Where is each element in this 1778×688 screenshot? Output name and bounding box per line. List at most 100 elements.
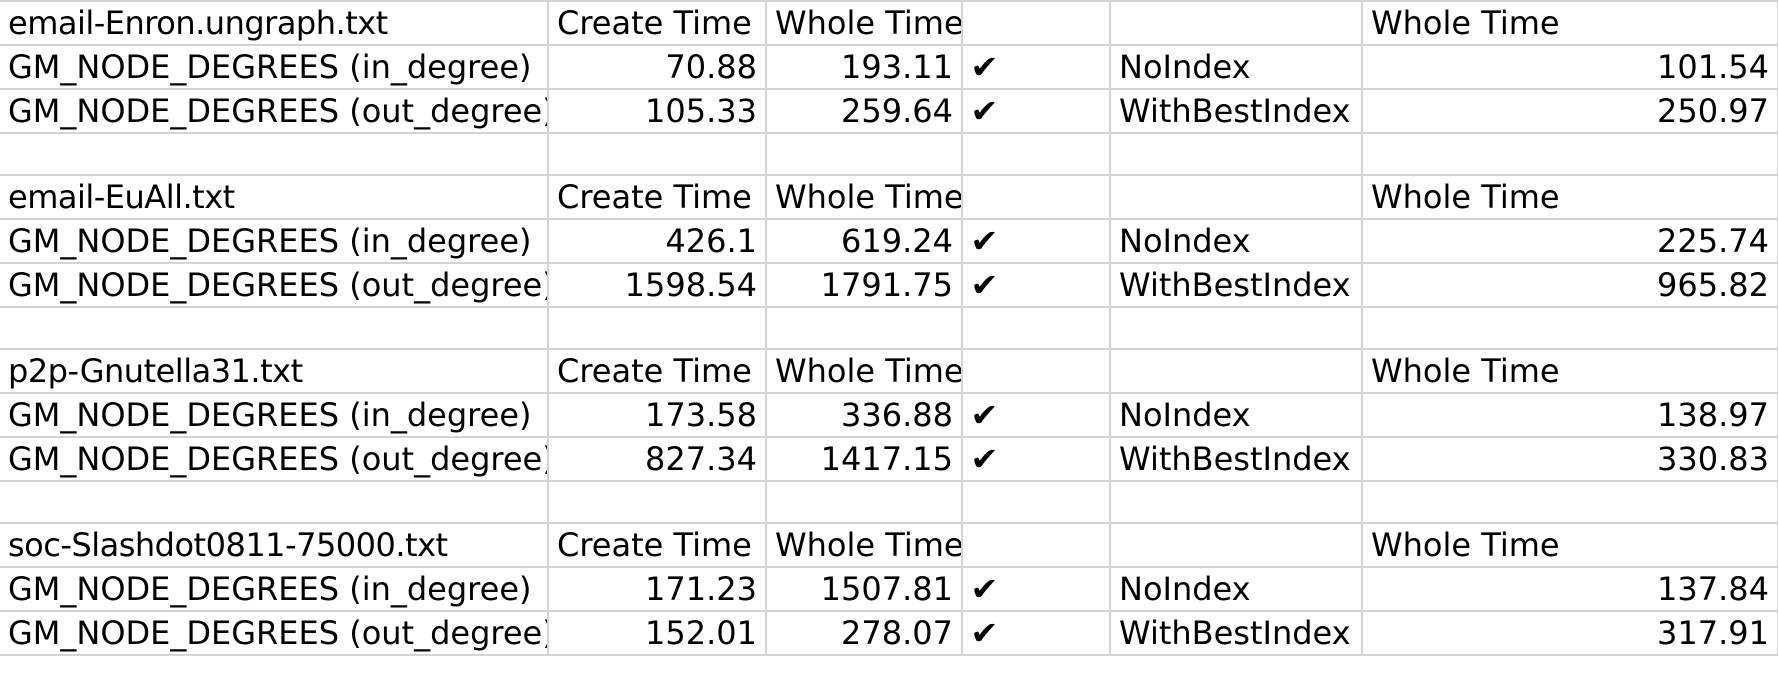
empty-cell[interactable] bbox=[961, 348, 1111, 394]
whole-time-2-cell[interactable]: 138.97 bbox=[1361, 392, 1778, 438]
empty-cell[interactable] bbox=[0, 132, 549, 176]
whole-time-header-cell[interactable]: Whole Time bbox=[765, 0, 963, 46]
whole-time-2-cell[interactable]: 225.74 bbox=[1361, 218, 1778, 264]
result-row: GM_NODE_DEGREES (out_degree) 1598.54 1791.… bbox=[0, 262, 1778, 308]
create-time-header-cell[interactable]: Create Time bbox=[547, 348, 767, 394]
empty-cell[interactable] bbox=[765, 480, 963, 524]
whole-time-cell[interactable]: 1417.15 bbox=[765, 436, 963, 482]
empty-cell[interactable] bbox=[547, 306, 767, 350]
index-mode-cell[interactable]: WithBestIndex bbox=[1109, 262, 1363, 308]
whole-time-cell[interactable]: 336.88 bbox=[765, 392, 963, 438]
whole-time-header-cell[interactable]: Whole Time bbox=[765, 174, 963, 220]
create-time-header-cell[interactable]: Create Time bbox=[547, 522, 767, 568]
operation-cell[interactable]: GM_NODE_DEGREES (out_degree) bbox=[0, 262, 549, 308]
empty-cell[interactable] bbox=[1109, 0, 1363, 46]
empty-cell[interactable] bbox=[547, 480, 767, 524]
empty-cell[interactable] bbox=[1109, 480, 1363, 524]
whole-time-cell[interactable]: 1791.75 bbox=[765, 262, 963, 308]
whole-time-2-cell[interactable]: 317.91 bbox=[1361, 610, 1778, 656]
whole-time-header-cell[interactable]: Whole Time bbox=[1361, 522, 1778, 568]
whole-time-cell[interactable]: 278.07 bbox=[765, 610, 963, 656]
check-mark-icon: ✔ bbox=[970, 440, 999, 478]
whole-time-cell[interactable]: 259.64 bbox=[765, 88, 963, 134]
check-cell[interactable]: ✔ bbox=[961, 262, 1111, 308]
empty-cell[interactable] bbox=[547, 132, 767, 176]
empty-cell[interactable] bbox=[0, 306, 549, 350]
dataset-filename-cell[interactable]: email-Enron.ungraph.txt bbox=[0, 0, 549, 46]
empty-cell[interactable] bbox=[961, 480, 1111, 524]
empty-cell[interactable] bbox=[765, 306, 963, 350]
dataset-filename-cell[interactable]: email-EuAll.txt bbox=[0, 174, 549, 220]
empty-cell[interactable] bbox=[961, 0, 1111, 46]
dataset-header-row: p2p-Gnutella31.txt Create Time Whole Time W… bbox=[0, 348, 1778, 394]
whole-time-header-cell[interactable]: Whole Time bbox=[1361, 348, 1778, 394]
check-cell[interactable]: ✔ bbox=[961, 566, 1111, 612]
create-time-cell[interactable]: 105.33 bbox=[547, 88, 767, 134]
result-row: GM_NODE_DEGREES (in_degree) 70.88 193.11 ✔ N… bbox=[0, 44, 1778, 90]
empty-cell[interactable] bbox=[961, 132, 1111, 176]
whole-time-2-cell[interactable]: 965.82 bbox=[1361, 262, 1778, 308]
operation-cell[interactable]: GM_NODE_DEGREES (in_degree) bbox=[0, 44, 549, 90]
dataset-filename-cell[interactable]: p2p-Gnutella31.txt bbox=[0, 348, 549, 394]
empty-cell[interactable] bbox=[1109, 132, 1363, 176]
operation-cell[interactable]: GM_NODE_DEGREES (in_degree) bbox=[0, 218, 549, 264]
whole-time-2-cell[interactable]: 250.97 bbox=[1361, 88, 1778, 134]
whole-time-2-cell[interactable]: 101.54 bbox=[1361, 44, 1778, 90]
index-mode-cell[interactable]: NoIndex bbox=[1109, 218, 1363, 264]
index-mode-cell[interactable]: NoIndex bbox=[1109, 44, 1363, 90]
create-time-cell[interactable]: 70.88 bbox=[547, 44, 767, 90]
index-mode-cell[interactable]: WithBestIndex bbox=[1109, 88, 1363, 134]
index-mode-cell[interactable]: NoIndex bbox=[1109, 566, 1363, 612]
check-cell[interactable]: ✔ bbox=[961, 436, 1111, 482]
empty-cell[interactable] bbox=[961, 522, 1111, 568]
create-time-cell[interactable]: 1598.54 bbox=[547, 262, 767, 308]
operation-cell[interactable]: GM_NODE_DEGREES (out_degree) bbox=[0, 88, 549, 134]
empty-cell[interactable] bbox=[1361, 306, 1778, 350]
empty-cell[interactable] bbox=[961, 174, 1111, 220]
operation-cell[interactable]: GM_NODE_DEGREES (out_degree) bbox=[0, 610, 549, 656]
check-cell[interactable]: ✔ bbox=[961, 392, 1111, 438]
index-mode-cell[interactable]: WithBestIndex bbox=[1109, 610, 1363, 656]
empty-cell[interactable] bbox=[961, 306, 1111, 350]
create-time-cell[interactable]: 173.58 bbox=[547, 392, 767, 438]
whole-time-header-cell[interactable]: Whole Time bbox=[1361, 0, 1778, 46]
empty-cell[interactable] bbox=[1109, 348, 1363, 394]
dataset-filename-cell[interactable]: soc-Slashdot0811-75000.txt bbox=[0, 522, 549, 568]
empty-cell[interactable] bbox=[765, 132, 963, 176]
result-row: GM_NODE_DEGREES (in_degree) 173.58 336.88 ✔… bbox=[0, 392, 1778, 438]
whole-time-header-cell[interactable]: Whole Time bbox=[765, 522, 963, 568]
check-cell[interactable]: ✔ bbox=[961, 610, 1111, 656]
results-table: email-Enron.ungraph.txt Create Time Whole … bbox=[0, 0, 1778, 656]
check-mark-icon: ✔ bbox=[970, 614, 999, 652]
operation-cell[interactable]: GM_NODE_DEGREES (in_degree) bbox=[0, 566, 549, 612]
operation-cell[interactable]: GM_NODE_DEGREES (out_degree) bbox=[0, 436, 549, 482]
check-cell[interactable]: ✔ bbox=[961, 218, 1111, 264]
check-cell[interactable]: ✔ bbox=[961, 44, 1111, 90]
create-time-cell[interactable]: 426.1 bbox=[547, 218, 767, 264]
whole-time-2-cell[interactable]: 330.83 bbox=[1361, 436, 1778, 482]
whole-time-cell[interactable]: 1507.81 bbox=[765, 566, 963, 612]
empty-cell[interactable] bbox=[1109, 522, 1363, 568]
empty-cell[interactable] bbox=[1109, 174, 1363, 220]
empty-cell[interactable] bbox=[0, 480, 549, 524]
create-time-header-cell[interactable]: Create Time bbox=[547, 0, 767, 46]
whole-time-2-cell[interactable]: 137.84 bbox=[1361, 566, 1778, 612]
index-mode-cell[interactable]: WithBestIndex bbox=[1109, 436, 1363, 482]
empty-row bbox=[0, 480, 1778, 524]
dataset-header-row: soc-Slashdot0811-75000.txt Create Time Who… bbox=[0, 522, 1778, 568]
whole-time-cell[interactable]: 193.11 bbox=[765, 44, 963, 90]
create-time-header-cell[interactable]: Create Time bbox=[547, 174, 767, 220]
empty-cell[interactable] bbox=[1109, 306, 1363, 350]
create-time-cell[interactable]: 152.01 bbox=[547, 610, 767, 656]
whole-time-header-cell[interactable]: Whole Time bbox=[1361, 174, 1778, 220]
check-cell[interactable]: ✔ bbox=[961, 88, 1111, 134]
operation-cell[interactable]: GM_NODE_DEGREES (in_degree) bbox=[0, 392, 549, 438]
whole-time-header-cell[interactable]: Whole Time bbox=[765, 348, 963, 394]
index-mode-cell[interactable]: NoIndex bbox=[1109, 392, 1363, 438]
empty-cell[interactable] bbox=[1361, 132, 1778, 176]
create-time-cell[interactable]: 171.23 bbox=[547, 566, 767, 612]
empty-cell[interactable] bbox=[1361, 480, 1778, 524]
whole-time-cell[interactable]: 619.24 bbox=[765, 218, 963, 264]
create-time-cell[interactable]: 827.34 bbox=[547, 436, 767, 482]
